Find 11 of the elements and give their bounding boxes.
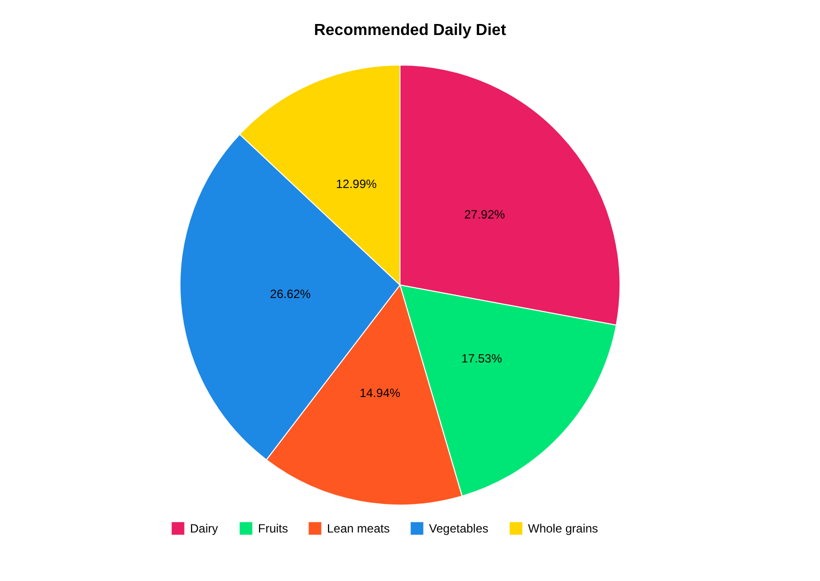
data-label: 26.62% bbox=[270, 286, 312, 301]
legend-label: Lean meats bbox=[327, 521, 390, 536]
data-label: 12.99% bbox=[336, 177, 378, 192]
data-label: 27.92% bbox=[464, 208, 506, 222]
legend-label: Vegetables bbox=[429, 521, 488, 536]
data-label: 14.94% bbox=[360, 386, 401, 400]
data-label: 17.53% bbox=[461, 352, 502, 366]
legend-label: Dairy bbox=[190, 521, 218, 536]
legend-label: Fruits bbox=[258, 521, 288, 536]
legend-label: Whole grains bbox=[528, 521, 598, 536]
chart-title: Recommended Daily Diet bbox=[314, 22, 507, 39]
